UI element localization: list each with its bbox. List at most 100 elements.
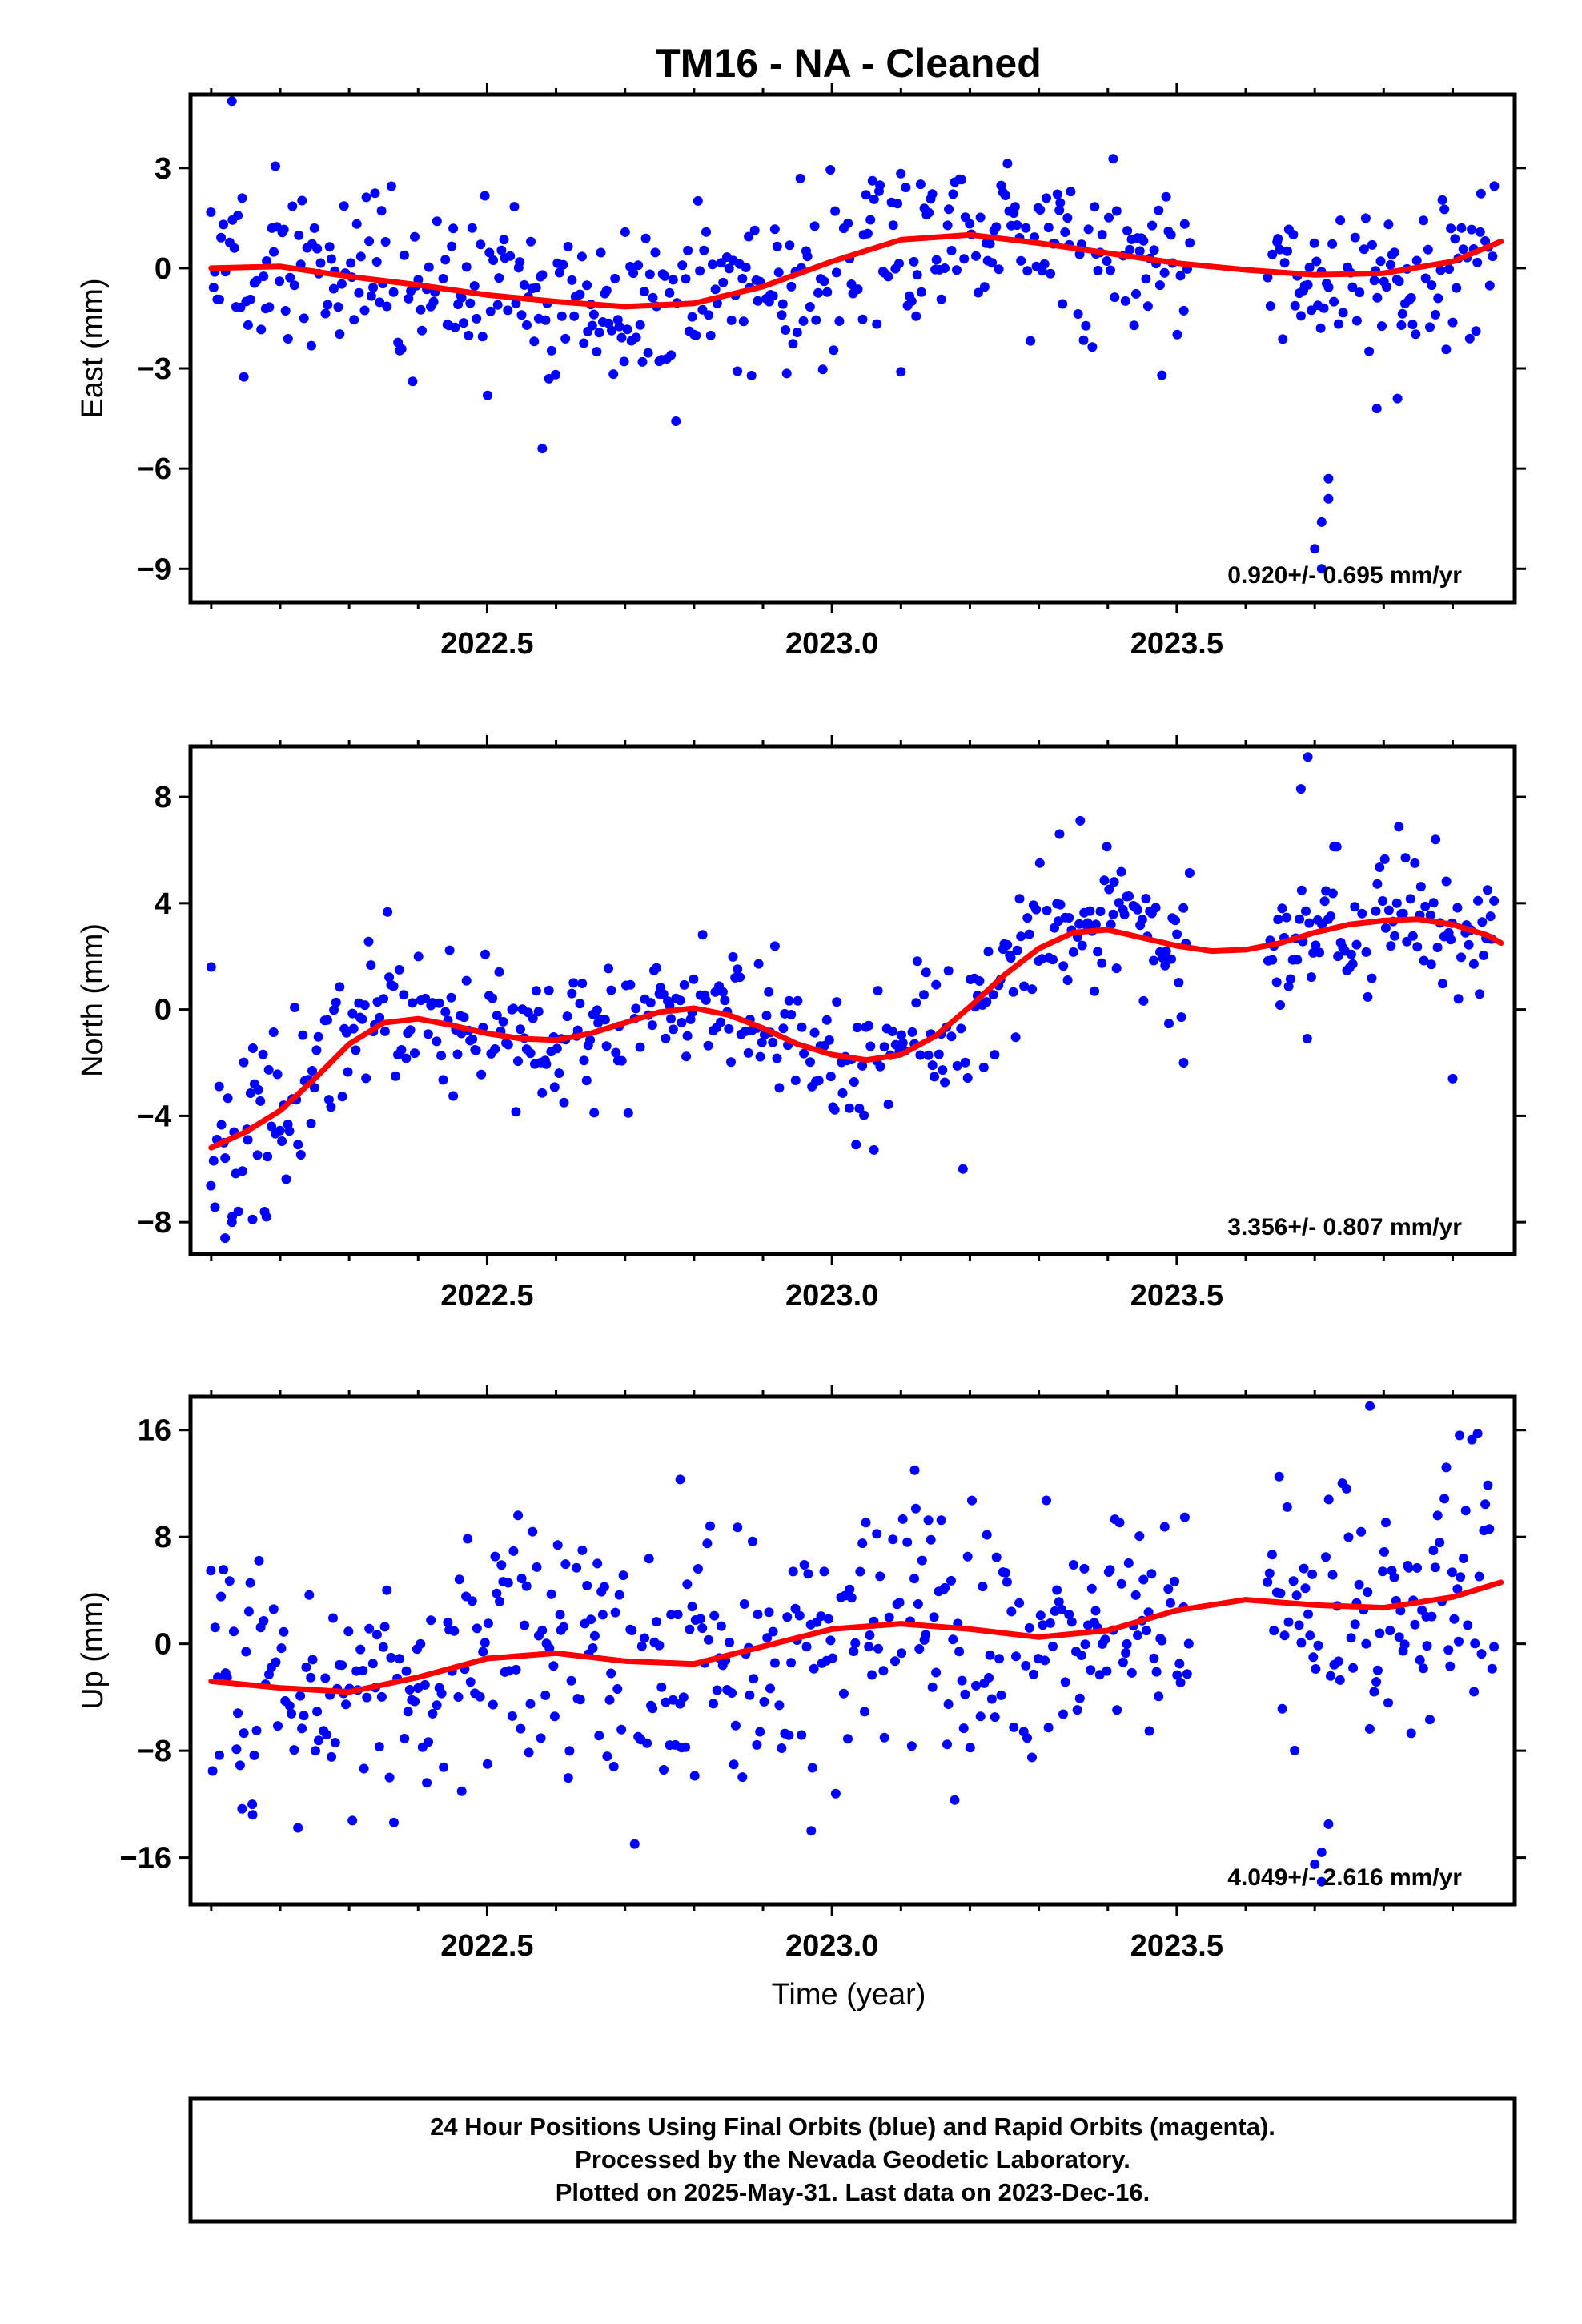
north-point bbox=[284, 1126, 295, 1136]
up-point bbox=[727, 1688, 737, 1698]
east-point bbox=[1350, 232, 1360, 243]
north-point bbox=[361, 1073, 371, 1084]
up-point bbox=[582, 1581, 592, 1590]
up-point bbox=[386, 1652, 396, 1663]
north-point bbox=[1379, 854, 1390, 864]
up-point bbox=[268, 1604, 279, 1614]
up-point bbox=[478, 1647, 488, 1657]
north-point bbox=[897, 1030, 906, 1040]
north-point bbox=[958, 1164, 968, 1174]
east-point bbox=[1323, 473, 1334, 484]
up-point bbox=[1346, 1633, 1356, 1643]
up-point bbox=[206, 1566, 216, 1576]
north-point bbox=[825, 1072, 836, 1082]
up-point bbox=[1364, 1723, 1375, 1734]
up-point bbox=[254, 1555, 264, 1566]
east-point bbox=[749, 225, 760, 235]
east-point bbox=[400, 250, 409, 260]
east-point bbox=[869, 194, 879, 204]
east-point bbox=[456, 292, 467, 303]
north-point bbox=[1055, 899, 1066, 910]
north-point bbox=[1090, 919, 1101, 930]
north-point bbox=[480, 949, 490, 959]
up-point bbox=[943, 1699, 954, 1709]
up-point bbox=[855, 1566, 865, 1577]
up-point bbox=[950, 1795, 960, 1805]
east-point bbox=[1052, 189, 1062, 199]
north-point bbox=[206, 962, 216, 972]
north-point bbox=[854, 1104, 865, 1113]
north-point bbox=[1407, 931, 1418, 941]
east-point bbox=[264, 302, 275, 312]
east-point bbox=[1488, 251, 1498, 262]
north-point bbox=[1006, 953, 1016, 963]
north-point bbox=[1419, 955, 1429, 966]
east-point bbox=[1327, 239, 1338, 249]
east-point bbox=[1371, 404, 1382, 414]
up-point bbox=[314, 1735, 323, 1746]
up-point bbox=[597, 1610, 608, 1620]
east-point bbox=[336, 279, 347, 289]
up-point bbox=[1333, 1656, 1343, 1667]
up-point bbox=[1449, 1614, 1460, 1624]
north-point bbox=[1475, 989, 1485, 999]
east-point bbox=[604, 318, 614, 328]
up-point bbox=[1406, 1728, 1416, 1739]
east-point bbox=[798, 316, 809, 326]
up-point bbox=[702, 1538, 713, 1549]
up-point bbox=[210, 1622, 220, 1633]
east-point bbox=[531, 283, 541, 293]
east-point bbox=[737, 274, 748, 283]
north-point bbox=[1149, 955, 1159, 966]
north-point bbox=[623, 1108, 633, 1118]
east-point bbox=[368, 283, 379, 292]
up-point bbox=[1264, 1568, 1275, 1578]
up-point bbox=[1035, 1610, 1046, 1621]
up-point bbox=[259, 1616, 269, 1626]
north-point bbox=[733, 964, 743, 975]
up-y-axis-label: Up (mm) bbox=[76, 1591, 110, 1710]
up-point bbox=[648, 1703, 658, 1714]
east-point bbox=[1316, 517, 1327, 527]
up-point bbox=[367, 1659, 378, 1669]
up-point bbox=[394, 1654, 404, 1664]
up-point bbox=[799, 1560, 809, 1570]
up-point bbox=[936, 1515, 946, 1526]
north-point bbox=[375, 1012, 385, 1023]
north-point bbox=[1166, 954, 1176, 964]
east-point bbox=[1439, 204, 1450, 215]
up-point bbox=[608, 1762, 619, 1771]
east-point bbox=[297, 195, 307, 206]
east-point bbox=[931, 255, 942, 265]
east-point bbox=[660, 271, 670, 281]
east-point bbox=[909, 256, 919, 267]
north-point bbox=[930, 1072, 940, 1082]
up-point bbox=[528, 1526, 538, 1537]
up-xtick-label: 2022.5 bbox=[440, 1929, 533, 1963]
north-point bbox=[849, 1077, 859, 1087]
up-point bbox=[1307, 1569, 1318, 1579]
up-point bbox=[752, 1739, 762, 1750]
north-point bbox=[1357, 908, 1367, 919]
north-point bbox=[1132, 904, 1142, 915]
east-point bbox=[1431, 309, 1440, 320]
east-point bbox=[1435, 265, 1446, 275]
east-point bbox=[476, 239, 486, 250]
up-point bbox=[279, 1626, 289, 1637]
north-point bbox=[281, 1174, 291, 1184]
east-point bbox=[687, 312, 697, 322]
east-point bbox=[371, 257, 382, 267]
up-point bbox=[1452, 1584, 1463, 1594]
north-point bbox=[1410, 858, 1420, 868]
north-point bbox=[525, 1048, 536, 1059]
up-point bbox=[1072, 1705, 1082, 1715]
up-point bbox=[716, 1621, 726, 1631]
up-point bbox=[589, 1630, 600, 1641]
north-point bbox=[978, 1062, 989, 1072]
east-point bbox=[819, 276, 829, 287]
east-point bbox=[704, 310, 714, 320]
north-point bbox=[1178, 903, 1189, 913]
up-point bbox=[1118, 1657, 1128, 1667]
east-point bbox=[1042, 193, 1051, 203]
east-point bbox=[396, 344, 407, 354]
